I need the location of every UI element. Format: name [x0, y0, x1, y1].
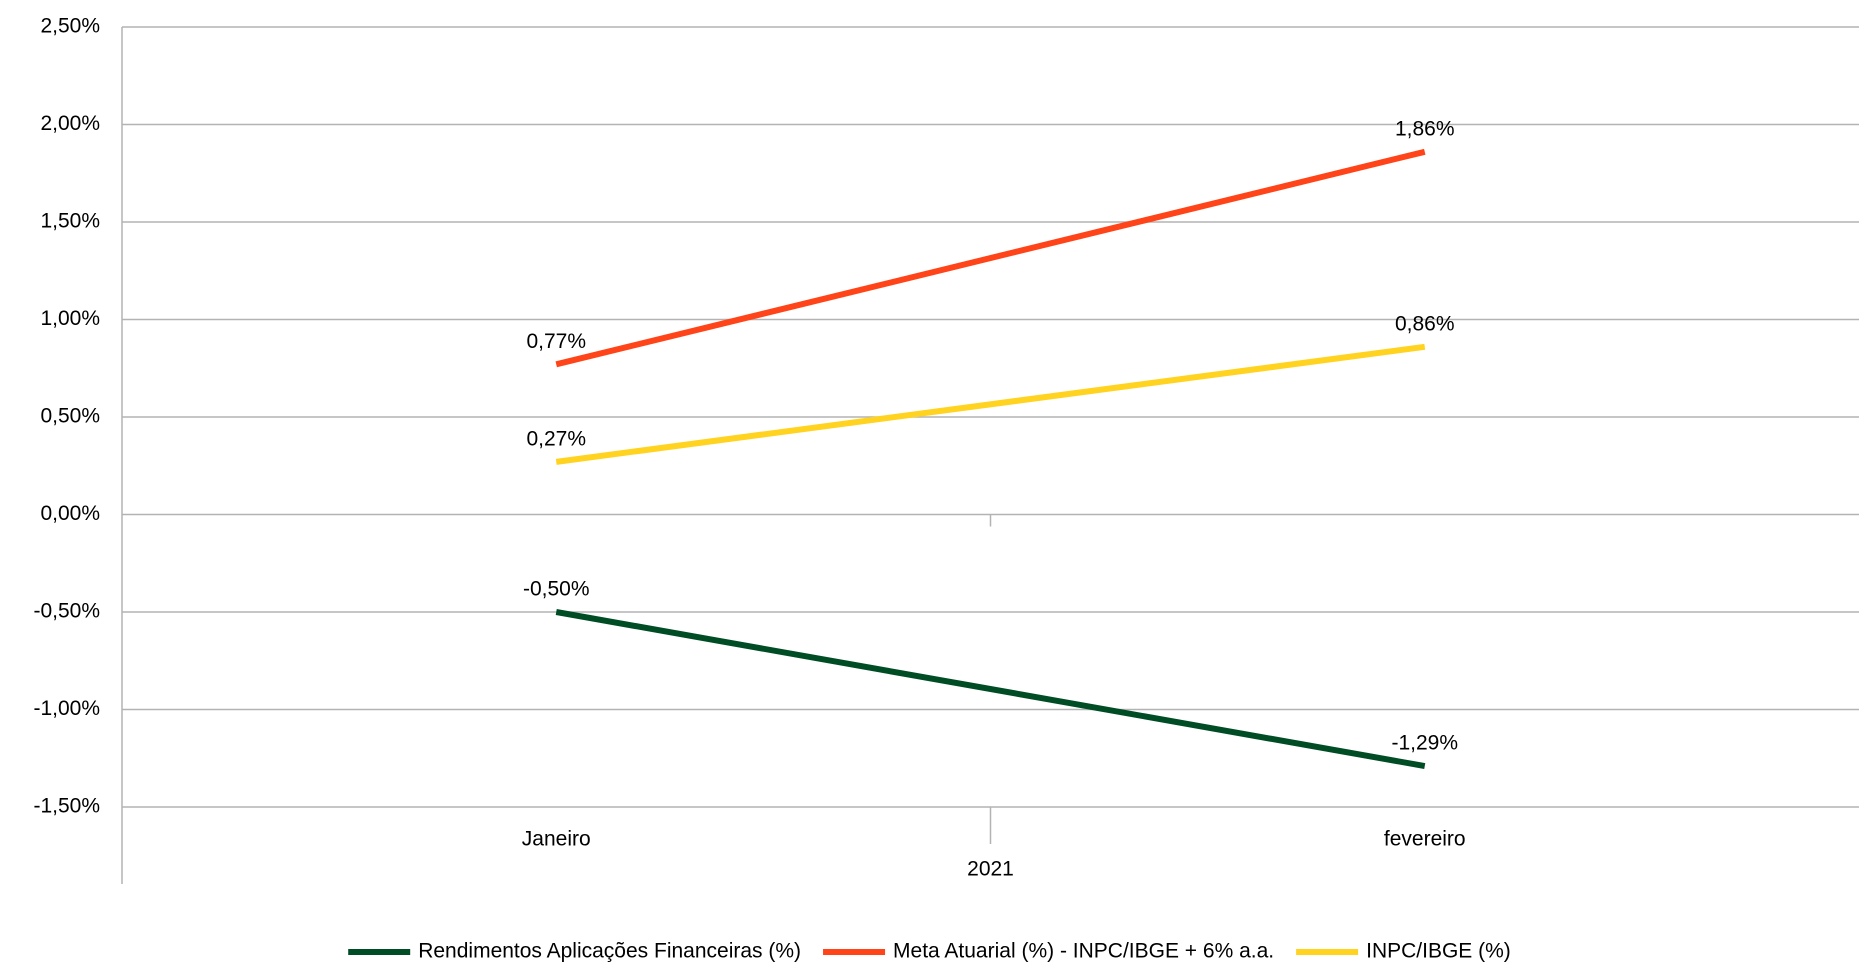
- y-tick-label: -0,50%: [33, 600, 100, 623]
- x-tick-label: fevereiro: [1384, 828, 1466, 851]
- data-label: 0,86%: [1395, 312, 1455, 335]
- y-tick-label: 2,50%: [40, 15, 100, 38]
- data-label: -1,29%: [1391, 732, 1458, 755]
- data-label: 1,86%: [1395, 117, 1455, 140]
- data-label: -0,50%: [523, 578, 590, 601]
- y-tick-label: 0,50%: [40, 405, 100, 428]
- x-tick-label: Janeiro: [522, 828, 591, 851]
- data-label: 0,77%: [526, 330, 586, 353]
- x-group-label: 2021: [967, 858, 1014, 881]
- y-tick-label: -1,50%: [33, 795, 100, 818]
- y-tick-label: 1,50%: [40, 210, 100, 233]
- y-tick-label: 1,00%: [40, 307, 100, 330]
- legend: Rendimentos Aplicações Financeiras (%) Me…: [348, 940, 1511, 963]
- legend-label: Meta Atuarial (%) - INPC/IBGE + 6% a.a.: [893, 940, 1274, 963]
- data-label: 0,27%: [526, 427, 586, 450]
- y-tick-label: 0,00%: [40, 502, 100, 525]
- series-line: [555, 609, 1426, 770]
- y-tick-label: -1,00%: [33, 697, 100, 720]
- series-line: [555, 148, 1426, 368]
- legend-label: Rendimentos Aplicações Financeiras (%): [418, 940, 801, 963]
- legend-label: INPC/IBGE (%): [1366, 940, 1511, 963]
- series-line: [555, 343, 1426, 465]
- y-tick-label: 2,00%: [40, 112, 100, 135]
